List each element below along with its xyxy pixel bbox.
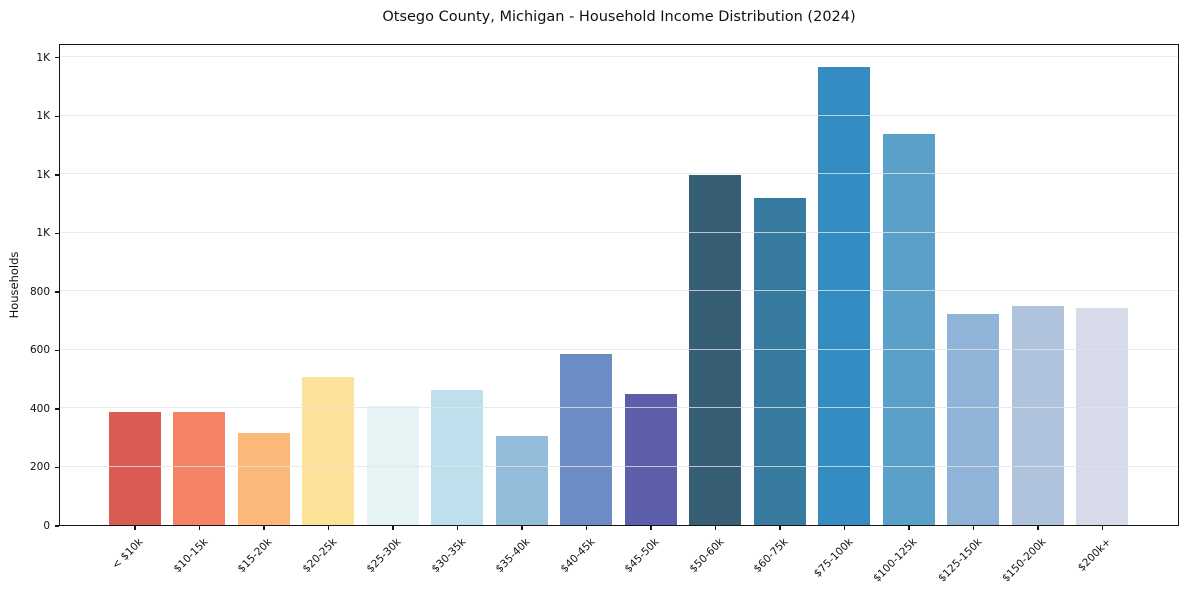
x-tick-mark	[585, 526, 588, 530]
x-tick-mark	[650, 526, 652, 530]
bar	[560, 354, 612, 525]
bar	[431, 389, 483, 525]
bar	[173, 412, 225, 525]
plot-area	[59, 44, 1179, 526]
gridline	[60, 290, 1178, 292]
x-tick-mark	[134, 526, 136, 530]
y-tick-mark	[55, 291, 59, 293]
gridline	[60, 56, 1178, 58]
bar	[818, 67, 870, 525]
y-tick-mark	[55, 525, 59, 527]
bar	[237, 432, 290, 525]
bar	[1011, 306, 1064, 525]
gridline	[60, 348, 1178, 350]
y-tick-mark	[55, 466, 59, 469]
bar	[753, 198, 806, 525]
x-tick-mark	[327, 526, 330, 530]
gridline	[60, 114, 1178, 116]
y-tick-mark	[55, 232, 59, 235]
bar	[302, 376, 354, 525]
y-tick-mark	[55, 174, 59, 176]
x-tick-mark	[392, 526, 394, 530]
gridline	[60, 231, 1178, 233]
y-tick-label: 600	[29, 344, 50, 357]
y-tick-label: 1K	[36, 227, 50, 240]
x-tick-mark	[972, 526, 975, 530]
chart-title: Otsego County, Michigan - Household Inco…	[382, 9, 856, 25]
x-tick-mark	[714, 526, 717, 530]
bar	[624, 393, 677, 525]
bar	[495, 435, 548, 525]
x-tick-mark	[1037, 526, 1039, 530]
x-tick-mark	[908, 526, 910, 530]
x-tick-label: < $10k	[109, 536, 146, 572]
x-tick-mark	[521, 526, 523, 530]
x-tick-mark	[263, 526, 265, 530]
y-tick-label: 1K	[36, 168, 50, 181]
gridline	[60, 465, 1178, 467]
x-tick-mark	[779, 526, 781, 530]
y-tick-label: 0	[43, 520, 50, 532]
y-tick-label: 800	[29, 285, 50, 298]
x-tick-mark	[456, 526, 459, 530]
y-tick-label: 1K	[36, 51, 50, 64]
y-tick-mark	[55, 57, 59, 59]
bar	[108, 412, 161, 525]
x-tick-mark	[198, 526, 201, 530]
x-tick-mark	[1101, 526, 1104, 530]
gridline	[60, 173, 1178, 175]
x-tick-mark	[843, 526, 846, 530]
y-tick-label: 200	[29, 461, 50, 474]
bar	[882, 133, 935, 525]
y-tick-label: 400	[29, 402, 50, 415]
bar	[947, 314, 999, 525]
gridline	[60, 407, 1178, 409]
y-tick-mark	[55, 408, 59, 410]
bar	[366, 406, 419, 525]
y-tick-mark	[55, 115, 59, 117]
bar	[1076, 308, 1128, 525]
y-tick-label: 1K	[36, 110, 50, 123]
y-tick-mark	[55, 349, 59, 352]
